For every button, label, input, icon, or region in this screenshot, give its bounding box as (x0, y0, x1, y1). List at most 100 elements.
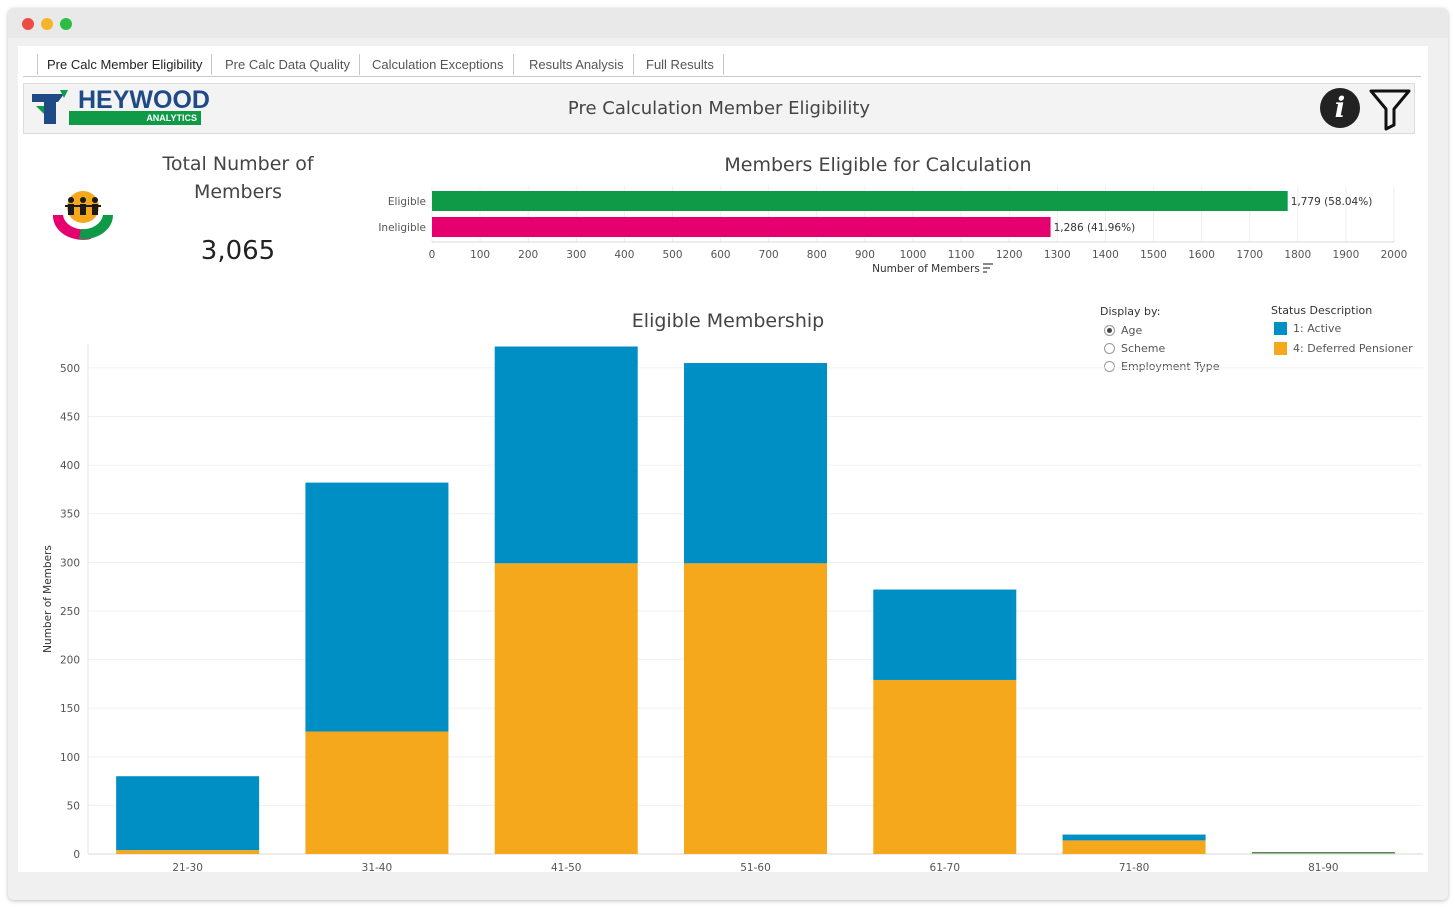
members-group-icon (52, 191, 114, 240)
filter-icon[interactable] (1368, 87, 1412, 131)
eligibility-x-tick-label: 1000 (900, 249, 927, 261)
eligibility-x-tick-label: 300 (566, 249, 586, 261)
membership-y-tick-label: 200 (60, 655, 80, 667)
membership-bar-31-40-deferred (305, 731, 449, 854)
minimize-window-button[interactable] (41, 18, 53, 30)
membership-y-tick-label: 0 (73, 849, 80, 861)
membership-bar-51-60-deferred (684, 563, 827, 854)
membership-bar-81-90-active (1251, 852, 1395, 854)
membership-bar-71-80-active (1062, 834, 1206, 841)
membership-x-tick-label: 61-70 (930, 862, 961, 874)
membership-bar-41-50-active (494, 346, 638, 564)
eligible-membership-chart: 0 50 100 150 200 250 300 350 400 450 500 Number of … (42, 344, 1423, 874)
membership-y-tick-label: 250 (60, 606, 80, 618)
eligibility-x-tick-label: 1100 (948, 249, 975, 261)
membership-y-tick-label: 500 (60, 363, 80, 375)
eligibility-x-tick-label: 100 (470, 249, 490, 261)
membership-x-tick-label: 41-50 (551, 862, 582, 874)
tab-bar: Pre Calc Member Eligibility Pre Calc Dat… (23, 54, 1421, 77)
membership-bar-21-30-deferred (116, 850, 260, 854)
membership-bar-41-50-deferred (494, 563, 638, 854)
membership-x-tick-label: 31-40 (362, 862, 393, 874)
eligibility-x-tick-label: 1600 (1188, 249, 1215, 261)
eligibility-category-label: Ineligible (378, 222, 426, 234)
membership-y-tick-label: 450 (60, 412, 80, 424)
membership-x-tick-label: 51-60 (740, 862, 771, 874)
membership-y-tick-label: 300 (60, 557, 80, 569)
display-by-age-option[interactable]: Age (1104, 324, 1142, 337)
logo-subtitle: ANALYTICS (69, 111, 201, 125)
eligibility-x-tick-label: 1700 (1236, 249, 1263, 261)
tab-pre-calc-member-eligibility[interactable]: Pre Calc Member Eligibility (37, 54, 213, 75)
membership-y-tick-label: 50 (67, 800, 80, 812)
eligibility-x-tick-label: 1900 (1333, 249, 1360, 261)
kpi-total-members: 3,065 (200, 236, 276, 266)
membership-y-tick-label: 400 (60, 460, 80, 472)
membership-bar-21-30-active (116, 776, 260, 851)
display-by-employment-type-option[interactable]: Employment Type (1104, 360, 1219, 373)
tab-results-analysis[interactable]: Results Analysis (520, 54, 634, 75)
legend-swatch-active (1274, 322, 1287, 335)
eligibility-category-label: Eligible (388, 196, 426, 208)
window-footer (8, 872, 1448, 900)
eligibility-x-tick-label: 700 (759, 249, 779, 261)
membership-y-tick-label: 100 (60, 752, 80, 764)
legend-item-active[interactable]: 1: Active (1274, 322, 1341, 335)
eligibility-x-tick-label: 800 (807, 249, 827, 261)
maximize-window-button[interactable] (60, 18, 72, 30)
eligibility-x-tick-label: 1500 (1140, 249, 1167, 261)
membership-x-tick-label: 81-90 (1308, 862, 1339, 874)
radio-scheme[interactable] (1104, 343, 1115, 354)
eligibility-chart-title: Members Eligible for Calculation (724, 154, 1032, 176)
eligibility-bar-eligible (432, 191, 1288, 211)
info-button[interactable]: i (1320, 88, 1360, 128)
tab-full-results[interactable]: Full Results (637, 54, 724, 75)
eligibility-data-label: 1,779 (58.04%) (1291, 196, 1373, 208)
membership-chart-title: Eligible Membership (631, 310, 825, 332)
membership-bar-51-60-active (684, 363, 827, 564)
title-bar (8, 8, 1448, 38)
membership-x-tick-label: 21-30 (172, 862, 203, 874)
eligibility-x-tick-label: 500 (662, 249, 682, 261)
eligibility-x-tick-label: 1300 (1044, 249, 1071, 261)
membership-bar-31-40-active (305, 482, 449, 732)
radio-employment-type[interactable] (1104, 361, 1115, 372)
eligibility-x-tick-label: 2000 (1381, 249, 1408, 261)
eligibility-x-tick-label: 400 (614, 249, 634, 261)
close-window-button[interactable] (22, 18, 34, 30)
membership-bar-81-90-deferred (1251, 853, 1395, 854)
logo-wordmark: HEYWOOD (78, 86, 210, 114)
eligibility-bar-ineligible (432, 217, 1051, 237)
sort-icon (983, 263, 993, 273)
membership-y-tick-label: 150 (60, 703, 80, 715)
radio-age[interactable] (1104, 325, 1115, 336)
app-window: Pre Calc Member Eligibility Pre Calc Dat… (8, 8, 1448, 900)
eligibility-x-tick-label: 1800 (1284, 249, 1311, 261)
display-by-label: Display by: (1100, 305, 1161, 318)
legend-swatch-deferred (1274, 342, 1287, 355)
tab-calculation-exceptions[interactable]: Calculation Exceptions (363, 54, 514, 75)
status-legend-title: Status Description (1271, 304, 1373, 317)
eligibility-x-tick-label: 600 (711, 249, 731, 261)
membership-x-tick-label: 71-80 (1119, 862, 1150, 874)
dashboard: Pre Calc Member Eligibility Pre Calc Dat… (18, 46, 1428, 878)
eligibility-x-tick-label: 0 (429, 249, 436, 261)
tab-pre-calc-data-quality[interactable]: Pre Calc Data Quality (216, 54, 360, 75)
dashboard-header: HEYWOOD ANALYTICS Pre Calculation Member… (23, 83, 1415, 134)
membership-bar-61-70-deferred (873, 679, 1017, 854)
membership-bar-71-80-deferred (1062, 840, 1206, 854)
heywood-logo-icon (32, 90, 68, 124)
eligibility-x-tick-label: 1400 (1092, 249, 1119, 261)
eligibility-data-label: 1,286 (41.96%) (1054, 222, 1136, 234)
eligibility-x-tick-label: 200 (518, 249, 538, 261)
eligibility-x-tick-label: 1200 (996, 249, 1023, 261)
eligibility-x-tick-label: 900 (855, 249, 875, 261)
kpi-title: Total Number of Members (162, 153, 314, 203)
membership-bar-61-70-active (873, 589, 1017, 680)
display-by-scheme-option[interactable]: Scheme (1104, 342, 1165, 355)
membership-y-axis-title: Number of Members (42, 545, 54, 653)
eligibility-bar-chart: 0 100 200 300 400 500 600 700 800 900 1000 1100 1200… (378, 186, 1408, 275)
membership-y-tick-label: 350 (60, 509, 80, 521)
page-title: Pre Calculation Member Eligibility (567, 98, 871, 119)
legend-item-deferred-pensioner[interactable]: 4: Deferred Pensioner (1274, 342, 1413, 355)
